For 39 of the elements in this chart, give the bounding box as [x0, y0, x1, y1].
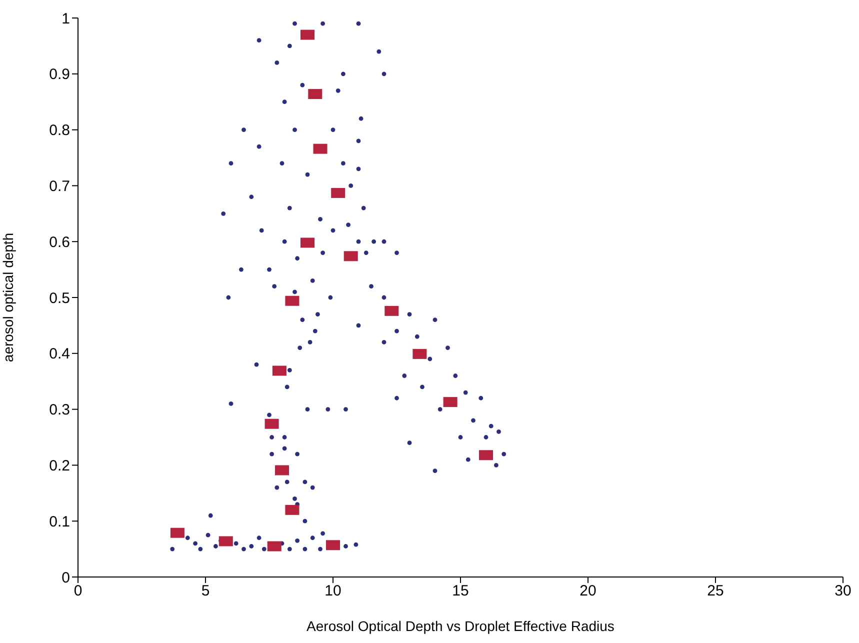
- y-tick-label: 0.6: [49, 234, 70, 251]
- point: [300, 238, 314, 248]
- point: [170, 528, 184, 538]
- point: [326, 540, 340, 550]
- point: [300, 30, 314, 40]
- y-tick-label: 0: [62, 569, 70, 586]
- x-tick-label: 25: [707, 582, 724, 600]
- point: [275, 465, 289, 476]
- point: [443, 397, 458, 408]
- point: [384, 306, 399, 316]
- point: [308, 89, 322, 100]
- x-tick-label: 30: [834, 582, 852, 600]
- y-tick-label: 1: [62, 10, 70, 28]
- point: [272, 366, 286, 376]
- point: [479, 450, 493, 460]
- x-tick-label: 5: [201, 582, 210, 600]
- y-tick-label: 0.4: [49, 346, 70, 363]
- y-tick-label: 0.8: [49, 122, 70, 140]
- point: [218, 536, 233, 546]
- x-tick-label: 10: [324, 582, 342, 600]
- y-tick-label: 0.9: [49, 66, 70, 84]
- point: [412, 348, 427, 359]
- y-tick-label: 0.2: [49, 458, 70, 475]
- point: [331, 188, 346, 198]
- y-tick-label: 0.7: [49, 178, 70, 196]
- point: [285, 296, 300, 306]
- point: [285, 504, 300, 515]
- y-tick-label: 0.3: [49, 402, 70, 419]
- x-axis-title: Aerosol Optical Depth vs Droplet Effective Radius: [306, 618, 614, 634]
- point: [264, 418, 279, 429]
- x-tick-label: 20: [580, 582, 596, 600]
- x-tick-label: 0: [74, 582, 82, 600]
- y-tick-label: 0.1: [49, 513, 70, 530]
- x-tick-label: 15: [452, 582, 469, 600]
- point: [267, 541, 282, 552]
- y-axis-title: aerosol optical depth: [0, 232, 16, 362]
- y-tick-label: 0.5: [49, 290, 70, 307]
- point: [313, 144, 328, 154]
- point: [344, 251, 358, 262]
